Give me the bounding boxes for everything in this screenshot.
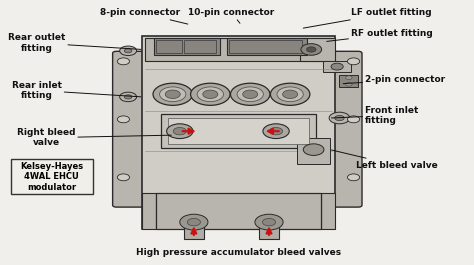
Circle shape: [203, 90, 218, 99]
Bar: [184, 40, 217, 54]
Text: Left bleed valve: Left bleed valve: [331, 150, 438, 170]
Polygon shape: [142, 193, 156, 229]
Text: High pressure accumulator bleed valves: High pressure accumulator bleed valves: [136, 248, 341, 257]
Circle shape: [263, 124, 289, 139]
Bar: [300, 38, 335, 61]
Text: Rear inlet
fitting: Rear inlet fitting: [11, 81, 141, 100]
Circle shape: [263, 218, 275, 226]
FancyBboxPatch shape: [113, 51, 155, 207]
Bar: [156, 193, 321, 229]
Circle shape: [307, 47, 316, 52]
Circle shape: [197, 87, 223, 102]
Bar: [11, 159, 93, 195]
Circle shape: [180, 214, 208, 230]
Circle shape: [347, 58, 360, 65]
Text: LF outlet fitting: LF outlet fitting: [303, 8, 432, 28]
Circle shape: [329, 112, 350, 124]
Text: 10-pin connector: 10-pin connector: [188, 8, 274, 23]
Bar: [259, 217, 279, 239]
Circle shape: [237, 87, 264, 102]
Circle shape: [160, 87, 186, 102]
Text: 2-pin connector: 2-pin connector: [343, 75, 446, 84]
Circle shape: [271, 83, 310, 105]
Bar: [156, 40, 182, 54]
Bar: [229, 40, 302, 54]
Circle shape: [335, 115, 344, 121]
Text: Kelsey-Hayes
4WAL EHCU
modulator: Kelsey-Hayes 4WAL EHCU modulator: [20, 162, 83, 192]
Circle shape: [283, 90, 298, 99]
Circle shape: [331, 63, 343, 70]
Circle shape: [187, 218, 201, 226]
Text: Rear outlet
fitting: Rear outlet fitting: [8, 33, 141, 52]
Bar: [154, 38, 220, 55]
Polygon shape: [321, 193, 335, 229]
Circle shape: [301, 44, 322, 55]
Circle shape: [165, 90, 180, 99]
Text: Front inlet
fitting: Front inlet fitting: [331, 106, 419, 125]
Bar: [339, 74, 358, 87]
Text: Right bleed
valve: Right bleed valve: [17, 128, 171, 147]
Circle shape: [346, 82, 352, 86]
Circle shape: [347, 174, 360, 181]
Circle shape: [270, 127, 283, 135]
Circle shape: [124, 49, 132, 53]
Circle shape: [118, 174, 129, 181]
Circle shape: [118, 58, 129, 65]
Bar: [227, 38, 307, 55]
Bar: [161, 114, 316, 148]
Circle shape: [124, 95, 132, 99]
Circle shape: [119, 92, 137, 102]
Text: 8-pin connector: 8-pin connector: [100, 8, 188, 24]
Text: RF outlet fitting: RF outlet fitting: [327, 29, 433, 41]
Circle shape: [347, 116, 360, 123]
Circle shape: [277, 87, 303, 102]
Circle shape: [230, 83, 270, 105]
Circle shape: [243, 90, 258, 99]
Bar: [168, 118, 309, 144]
Circle shape: [346, 76, 352, 80]
Bar: [142, 36, 335, 229]
Circle shape: [153, 83, 192, 105]
Circle shape: [119, 46, 137, 56]
Circle shape: [303, 144, 324, 156]
Circle shape: [191, 83, 230, 105]
Bar: [183, 217, 204, 239]
Circle shape: [167, 124, 193, 139]
Bar: [323, 61, 351, 72]
Circle shape: [255, 214, 283, 230]
Bar: [297, 138, 330, 164]
Bar: [145, 38, 332, 61]
FancyBboxPatch shape: [319, 51, 362, 207]
Circle shape: [118, 116, 129, 123]
Circle shape: [173, 127, 186, 135]
